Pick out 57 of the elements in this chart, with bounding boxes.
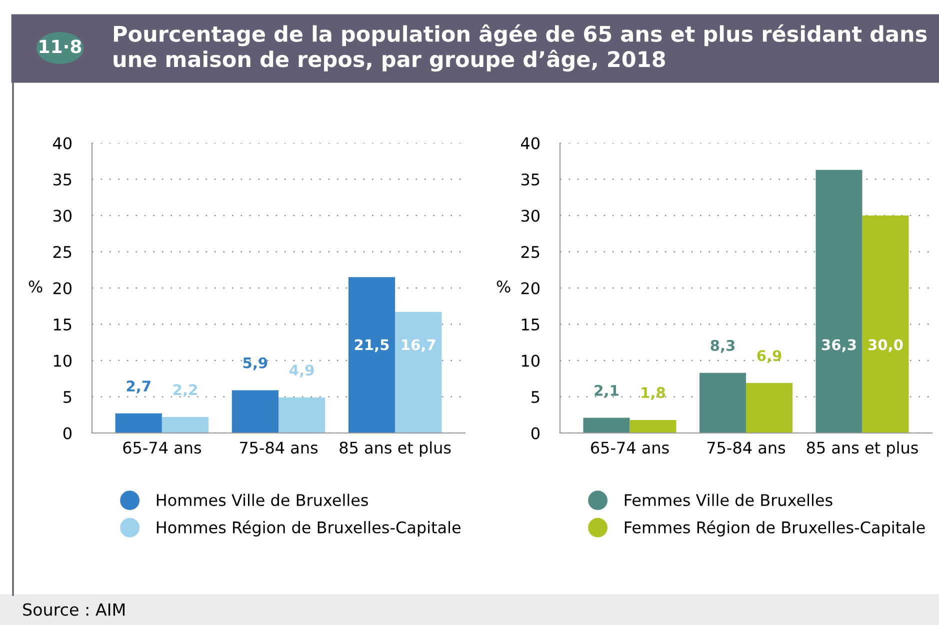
legend-label: Femmes Ville de Bruxelles [624, 494, 832, 506]
y-tick-label: 40 [521, 137, 540, 150]
bar [395, 312, 442, 433]
source-note: Source : AIM [23, 603, 125, 616]
data-label: 36,3 [822, 339, 856, 352]
data-label: 2,1 [594, 384, 618, 398]
bar [232, 390, 278, 433]
data-label: 2,7 [126, 380, 150, 394]
y-tick-label: 10 [522, 354, 540, 367]
bar [115, 413, 162, 433]
x-tick-label: 65-74 ans [123, 442, 202, 454]
bar [700, 372, 746, 433]
bar [746, 382, 792, 433]
data-label: 2,2 [173, 384, 197, 398]
legend-label: Hommes Région de Bruxelles-Capitale [156, 520, 460, 537]
y-tick-label: 35 [521, 173, 540, 186]
x-tick-label: 65-74 ans [591, 442, 669, 454]
x-tick-label: 75-84 ans [707, 442, 786, 454]
data-label: 21,5 [354, 339, 389, 352]
y-tick-label: 15 [54, 318, 72, 331]
y-axis-title: % [28, 280, 42, 293]
y-axis-title: % [496, 280, 510, 293]
bar [630, 420, 676, 433]
bar [162, 417, 209, 433]
y-tick-label: 20 [521, 282, 540, 294]
legend-label: Hommes Ville de Bruxelles [156, 494, 368, 506]
y-tick-label: 20 [53, 282, 72, 294]
data-label: 30,0 [868, 339, 903, 352]
data-label: 16,7 [402, 339, 436, 352]
data-label: 4,9 [290, 364, 314, 378]
y-tick-label: 30 [53, 210, 72, 222]
bar [862, 216, 909, 433]
bar [583, 418, 630, 433]
y-tick-label: 0 [531, 427, 540, 440]
y-tick-label: 25 [53, 246, 72, 258]
y-tick-label: 5 [64, 391, 72, 404]
x-tick-label: 85 ans et plus [806, 441, 918, 457]
y-tick-label: 0 [63, 427, 72, 440]
data-label: 5,9 [243, 357, 268, 370]
bar [348, 277, 396, 433]
data-label: 8,3 [710, 340, 735, 353]
y-tick-label: 40 [53, 137, 72, 150]
x-tick-label: 85 ans et plus [340, 441, 451, 457]
y-tick-label: 5 [532, 391, 540, 404]
bar [816, 170, 862, 433]
data-label: 1,8 [642, 387, 666, 400]
text: Pourcentage de la population âgée de 65 ans et plus résidant dans une maison de repos, par groupe d’âge, 2018 [114, 24, 927, 72]
y-tick-label: 25 [521, 246, 540, 258]
data-label: 6,9 [757, 350, 782, 363]
y-tick-label: 30 [521, 210, 540, 222]
legend-label: Femmes Région de Bruxelles-Capitale [624, 520, 925, 537]
y-tick-label: 35 [53, 173, 72, 186]
x-tick-label: 75-84 ans [240, 442, 318, 454]
y-tick-label: 15 [522, 318, 540, 331]
bar [278, 397, 326, 433]
y-tick-label: 10 [54, 354, 72, 367]
text: 11·8 [40, 40, 82, 54]
